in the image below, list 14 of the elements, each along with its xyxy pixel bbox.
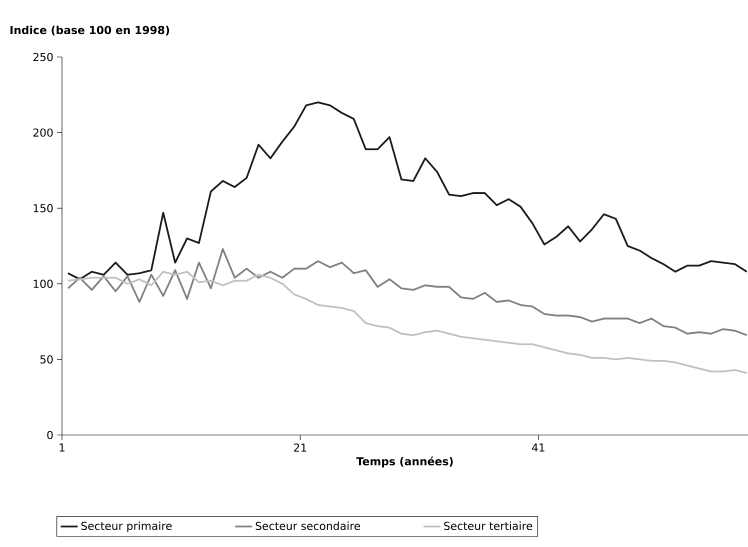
y-tick-label: 100 bbox=[34, 280, 53, 288]
legend-label: Secteur tertiaire bbox=[444, 522, 532, 530]
y-tick-label: 0 bbox=[47, 430, 53, 440]
x-axis-title: Temps (années) bbox=[356, 456, 453, 468]
x-tick-label: 1 bbox=[60, 444, 64, 452]
y-tick-label: 50 bbox=[40, 355, 53, 364]
y-tick-label: 150 bbox=[34, 204, 53, 212]
legend-label: Secteur primaire bbox=[81, 522, 172, 532]
y-tick-label: 250 bbox=[33, 52, 53, 62]
legend-label: Secteur secondaire bbox=[256, 522, 360, 530]
x-tick-label: 21 bbox=[294, 444, 306, 452]
x-tick-label: 41 bbox=[532, 444, 544, 452]
y-tick-label: 200 bbox=[33, 128, 53, 137]
y-axis-title: Indice (base 100 en 1998) bbox=[10, 26, 170, 36]
